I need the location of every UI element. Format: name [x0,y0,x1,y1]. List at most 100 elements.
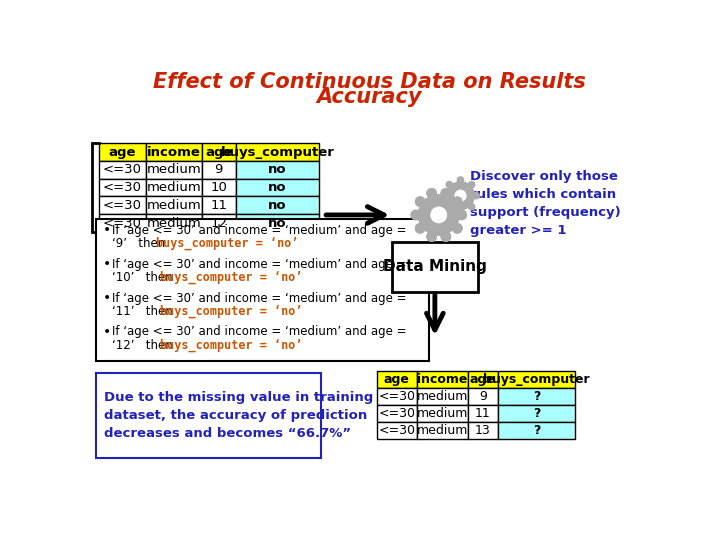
Text: ‘10’   then: ‘10’ then [112,271,176,284]
Text: <=30: <=30 [103,217,142,230]
Circle shape [411,210,420,220]
Text: buys_computer = ‘no’: buys_computer = ‘no’ [156,237,298,250]
Bar [99,143,145,161]
Bar [417,372,468,388]
Circle shape [457,208,464,214]
Text: medium: medium [417,407,468,420]
Circle shape [453,197,462,206]
Text: 12: 12 [210,217,227,230]
Circle shape [441,188,451,198]
Text: •: • [102,224,111,238]
Text: •: • [102,291,111,305]
Bar [377,388,417,405]
Circle shape [473,193,480,199]
Text: ?: ? [533,424,540,437]
Text: ?: ? [533,407,540,420]
Bar [235,197,320,214]
Bar [377,422,417,439]
Circle shape [469,181,474,188]
Text: Effect of Continuous Data on Results: Effect of Continuous Data on Results [153,72,585,92]
Bar [235,214,320,232]
Circle shape [453,197,462,206]
Text: 9: 9 [215,164,222,177]
Bar [235,161,320,179]
Circle shape [411,210,420,220]
Bar [377,372,417,388]
Circle shape [453,224,462,233]
Text: buys_computer: buys_computer [220,146,335,159]
Circle shape [427,188,436,198]
Bar [468,422,498,439]
Text: medium: medium [146,181,201,194]
Text: Data Mining: Data Mining [383,259,487,274]
Circle shape [441,188,451,198]
Text: medium: medium [417,390,468,403]
Text: ‘12’   then: ‘12’ then [112,339,176,352]
Text: medium: medium [417,424,468,437]
Text: buys_computer = ‘no’: buys_computer = ‘no’ [160,271,302,284]
Bar [99,197,145,214]
Text: Due to the missing value in training
dataset, the accuracy of prediction
decreas: Due to the missing value in training dat… [104,390,373,440]
Bar [498,405,575,422]
Circle shape [431,207,446,222]
Text: <=30: <=30 [103,164,142,177]
Circle shape [446,182,474,210]
Bar [96,219,429,361]
Text: Discover only those
rules which contain
support (frequency)
greater >= 1: Discover only those rules which contain … [469,170,621,237]
Bar [235,179,320,197]
Circle shape [431,207,446,222]
Circle shape [415,224,425,233]
Text: buys_computer: buys_computer [483,373,590,386]
Circle shape [427,232,436,241]
Text: age: age [109,146,136,159]
Bar [145,143,202,161]
Bar [417,405,468,422]
Circle shape [446,204,452,210]
Text: income: income [147,146,201,159]
Text: age: age [205,146,233,159]
Bar [96,373,321,457]
Circle shape [415,224,425,233]
Bar [417,422,468,439]
Text: income: income [418,373,468,386]
Text: <=30: <=30 [379,390,415,403]
Circle shape [457,177,464,183]
Bar [202,161,235,179]
Text: If ‘age <= 30’ and income = ‘medium’ and age =: If ‘age <= 30’ and income = ‘medium’ and… [112,326,406,339]
Text: •: • [102,257,111,271]
Bar [392,242,477,292]
Circle shape [453,224,462,233]
Bar [417,388,468,405]
Circle shape [455,190,466,201]
Bar [145,214,202,232]
Circle shape [469,204,474,210]
Circle shape [415,197,425,206]
Text: ‘9’   then: ‘9’ then [112,237,168,250]
Text: <=30: <=30 [379,424,415,437]
Text: ‘11’   then: ‘11’ then [112,305,176,318]
Bar [498,422,575,439]
Circle shape [457,210,467,220]
Circle shape [415,197,425,206]
Bar [468,388,498,405]
Text: 9: 9 [479,390,487,403]
Bar [202,179,235,197]
Bar [235,143,320,161]
Bar [468,372,498,388]
Text: no: no [269,217,287,230]
Text: no: no [269,199,287,212]
Text: no: no [269,181,287,194]
Text: 10: 10 [210,181,227,194]
Bar [377,405,417,422]
Bar [498,388,575,405]
Text: <=30: <=30 [103,181,142,194]
Text: medium: medium [146,217,201,230]
Text: 13: 13 [475,424,491,437]
Bar [498,372,575,388]
Text: <=30: <=30 [103,199,142,212]
Circle shape [418,195,459,235]
Circle shape [427,232,436,241]
Text: buys_computer = ‘no’: buys_computer = ‘no’ [160,305,302,318]
Text: buys_computer = ‘no’: buys_computer = ‘no’ [160,339,302,352]
Circle shape [441,232,451,241]
